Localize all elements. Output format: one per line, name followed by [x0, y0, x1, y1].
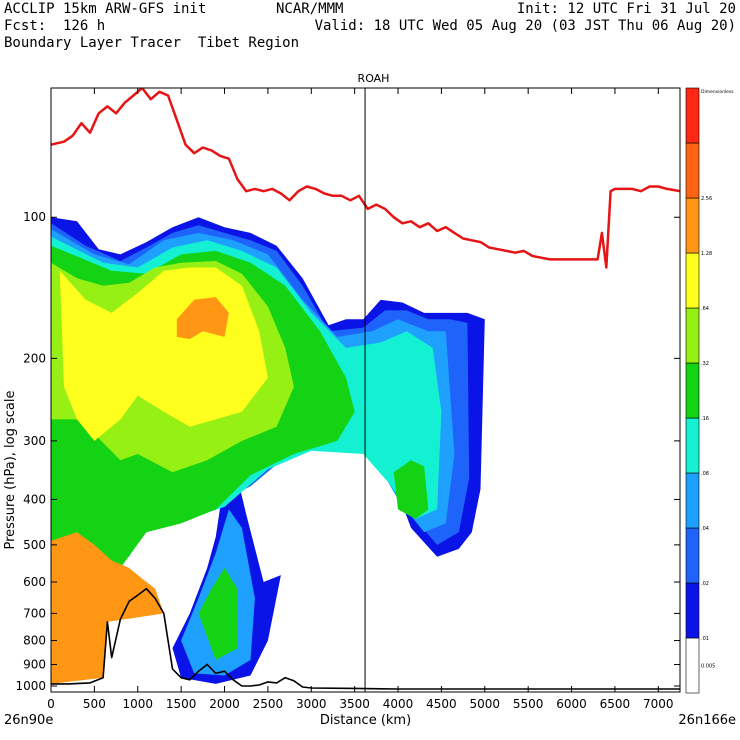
x-tick-label: 3000	[296, 697, 327, 711]
y-tick-label: 800	[23, 634, 46, 648]
header-left-line3: Boundary Layer Tracer Tibet Region	[4, 35, 300, 51]
chart-axes: 0 500 1000 1500 2000 2500 3000 3500 4000 4500 5000…	[15, 88, 680, 711]
header-right-line2: Valid: 18 UTC Wed 05 Aug 20 (03 JST Thu …	[314, 18, 736, 34]
colorbar-swatch	[685, 582, 700, 639]
y-tick-label: 1000	[15, 679, 46, 693]
y-tick-label: 200	[23, 351, 46, 365]
colorbar-swatch	[685, 307, 700, 364]
x-tick-label: 1500	[166, 697, 197, 711]
y-tick-label: 500	[23, 538, 46, 552]
colorbar-swatch	[685, 527, 700, 584]
x-tick-label: 2000	[209, 697, 240, 711]
x-axis-label: Distance (km)	[320, 713, 411, 728]
colorbar-label: .02	[701, 581, 709, 587]
y-tick-label: 300	[23, 434, 46, 448]
colorbar-label: 2.56	[701, 196, 712, 202]
x-tick-label: 4500	[426, 697, 457, 711]
colorbar-swatch	[685, 142, 700, 199]
colorbar-label: .32	[701, 361, 709, 367]
header-left-line1: ACCLIP 15km ARW-GFS init	[4, 1, 207, 17]
x-tick-label: 2500	[253, 697, 284, 711]
header-left-line2: Fcst: 126 h	[4, 18, 106, 34]
chart-lines	[51, 88, 680, 692]
x-tick-label: 6000	[556, 697, 587, 711]
colorbar-swatch	[685, 362, 700, 419]
colorbar-label: Dimensionless	[701, 89, 734, 95]
tropopause-line	[51, 88, 680, 269]
x-tick-label: 3500	[339, 697, 370, 711]
tracer-level-11	[176, 297, 229, 340]
x-tick-label: 5500	[513, 697, 544, 711]
colorbar-label: .08	[701, 471, 709, 477]
chart-title: ROAH	[358, 72, 390, 85]
plot-frame	[50, 87, 681, 693]
header-center-line1: NCAR/MMM	[276, 1, 344, 17]
colorbar-swatch	[685, 252, 700, 309]
terrain-line	[51, 587, 680, 690]
colorbar-label: .16	[701, 416, 709, 422]
colorbar-swatch	[685, 417, 700, 474]
colorbar-label: .04	[701, 526, 709, 532]
y-tick-label: 100	[23, 210, 46, 224]
colorbar-swatch	[685, 472, 700, 529]
tracer-level-12	[51, 532, 164, 684]
section-end-label: 26n166e	[678, 713, 736, 728]
colorbar-label: 0.005	[701, 664, 715, 670]
colorbar-label: .01	[701, 636, 709, 642]
colorbar-label: .64	[701, 306, 709, 312]
tracer-contours	[51, 217, 485, 684]
x-tick-label: 0	[47, 697, 55, 711]
y-tick-label: 600	[23, 575, 46, 589]
colorbar-swatch	[685, 637, 700, 694]
y-axis-label: Pressure (hPa), log scale	[3, 391, 18, 550]
colorbar-swatch	[685, 197, 700, 254]
x-tick-label: 1000	[122, 697, 153, 711]
x-tick-label: 4000	[383, 697, 414, 711]
colorbar-label: 1.28	[701, 251, 712, 257]
x-tick-label: 7000	[643, 697, 674, 711]
y-tick-label: 400	[23, 492, 46, 506]
x-tick-label: 500	[83, 697, 106, 711]
colorbar: 0.005 .01 .02 .04 .08 .16 .32 .64 1.28 2.56 Dimens…	[685, 87, 734, 694]
y-tick-label: 700	[23, 606, 46, 620]
y-tick-label: 900	[23, 658, 46, 672]
tracer-level-8	[198, 567, 238, 660]
header-right-line1: Init: 12 UTC Fri 31 Jul 20	[516, 1, 736, 17]
section-start-label: 26n90e	[4, 713, 53, 728]
tracer-level-7	[393, 460, 429, 519]
colorbar-swatch	[685, 87, 700, 144]
x-tick-label: 5000	[470, 697, 501, 711]
x-tick-label: 6500	[600, 697, 631, 711]
